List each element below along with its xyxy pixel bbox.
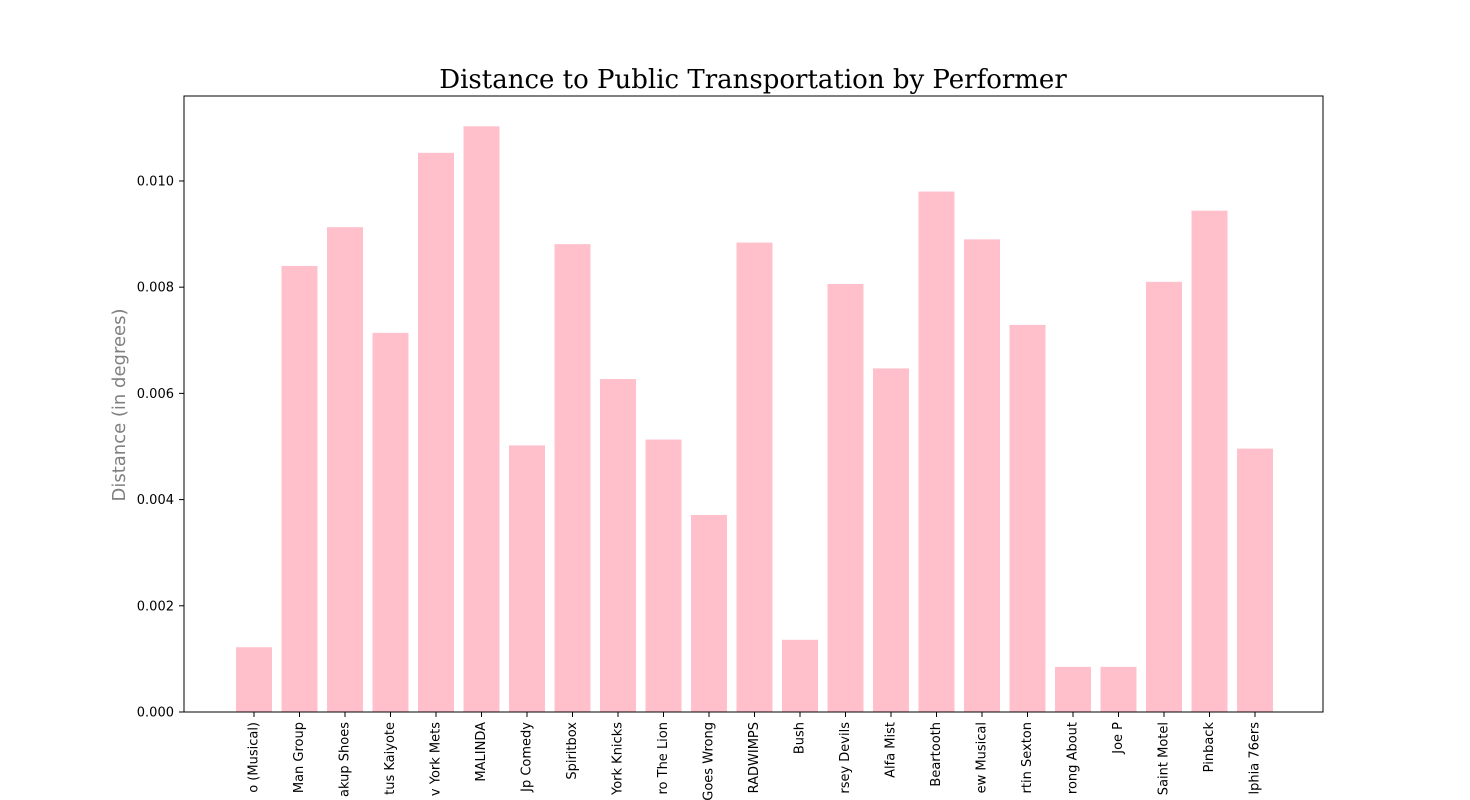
bar-16 [964,239,1000,712]
bar-4 [418,152,454,712]
x-tick-label-16: ew Musical [975,722,990,793]
x-tick-label-22: lphia 76ers [1248,722,1263,795]
x-tick-label-17: rtin Sexton [1020,722,1035,793]
x-tick-label-14: Alfa Mist [884,722,899,778]
bar-6 [509,445,545,712]
bar-14 [873,368,909,712]
x-tick-label-21: Pinback [1202,722,1217,773]
x-tick-label-13: rsey Devils [838,722,853,794]
y-tick-label-5: 0.010 [137,174,174,189]
x-tick-label-20: Saint Motel [1157,722,1172,795]
x-tick-label-19: Joe P [1111,722,1126,755]
bar-22 [1237,448,1273,712]
bar-15 [918,191,955,713]
x-tick-label-12: Bush [793,722,808,754]
bar-7 [554,244,591,712]
y-ticks-layer: 0.000 0.002 0.004 0.006 0.008 0.010 [137,174,184,721]
x-tick-label-4: v York Mets [429,722,444,796]
x-tick-label-3: tus Kaiyote [383,722,398,795]
y-tick-label-0: 0.000 [137,706,174,721]
y-axis-label: Distance (in degrees) [109,308,130,501]
y-tick-label-4: 0.008 [137,281,174,296]
plot-frame [183,95,1324,713]
x-tick-label-8: York Knicks [611,722,626,796]
bar-5 [463,126,500,712]
bar-17 [1009,324,1046,712]
bar-1 [281,265,318,712]
x-tick-label-9: ro The Lion [656,722,671,795]
x-tick-label-5: MALINDA [474,722,489,782]
bar-9 [645,439,682,712]
bar-8 [600,379,636,712]
bar-21 [1191,210,1228,712]
x-tick-label-0: o (Musical) [247,722,262,793]
x-tick-label-11: RADWIMPS [747,722,762,793]
bar-3 [372,332,409,712]
x-tick-label-6: Jp Comedy [520,722,535,793]
bar-11 [736,242,773,712]
bar-2 [327,227,363,713]
bar-19 [1100,666,1137,712]
x-ticks-layer: o (Musical) Man Group akup Shoes tus Kaiyot… [247,712,1263,800]
bar-0 [236,647,272,712]
x-tick-label-15: Beartooth [929,722,944,787]
x-tick-label-18: rong About [1066,722,1081,794]
bars-layer [236,126,1273,713]
bar-20 [1146,281,1182,712]
chart-title: Distance to Public Transportation by Per… [439,65,1067,95]
bar-13 [827,283,864,712]
bar-12 [782,639,818,712]
bar-18 [1055,666,1091,712]
y-tick-label-3: 0.006 [137,387,174,402]
y-tick-label-1: 0.002 [137,599,174,614]
x-tick-label-2: akup Shoes [338,722,353,797]
x-tick-label-7: Spiritbox [565,722,580,780]
x-tick-label-1: Man Group [292,722,307,793]
x-tick-label-10: Goes Wrong [702,722,717,800]
bar-10 [691,514,727,712]
y-tick-label-2: 0.004 [137,493,174,508]
